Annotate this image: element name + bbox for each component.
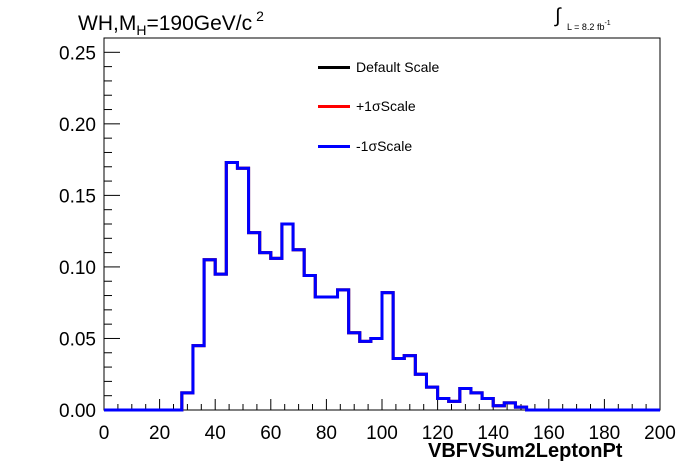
x-tick-label: 60 <box>260 423 281 444</box>
luminosity-text: L = 8.2 fb <box>567 22 605 32</box>
legend-label-plus1sigma: +1σScale <box>356 98 416 114</box>
x-tick-label: 140 <box>477 423 509 444</box>
series-line-0 <box>104 160 660 412</box>
series-line-1 <box>104 160 660 412</box>
chart-title: WH,MH=190GeV/c 2 <box>78 8 264 38</box>
plot-frame <box>103 37 661 411</box>
x-tick-label: 80 <box>316 423 337 444</box>
series-line-2 <box>104 160 660 412</box>
title-subscript: H <box>136 22 147 38</box>
x-tick-label: 100 <box>366 423 398 444</box>
title-suffix: =190GeV/c <box>146 12 253 35</box>
x-tick-label: 200 <box>644 423 676 444</box>
y-tick-label: 0.25 <box>59 43 96 64</box>
legend-item-default: Default Scale <box>318 57 439 77</box>
y-axis: 0.00 0.05 0.10 0.15 0.20 0.25 <box>59 37 120 422</box>
y-tick-label: 0.15 <box>59 186 96 207</box>
x-tick-label: 0 <box>99 423 110 444</box>
x-tick-label: 20 <box>149 423 170 444</box>
y-tick-label: 0.00 <box>59 401 96 422</box>
x-axis: 0 20 40 60 80 100 120 140 160 180 200 <box>99 399 676 444</box>
y-tick-label: 0.05 <box>59 329 96 350</box>
luminosity-superscript: -1 <box>604 20 611 27</box>
series-layer <box>104 160 660 412</box>
legend-item-minus1sigma: -1σScale <box>318 136 412 156</box>
legend-label-default: Default Scale <box>356 59 440 75</box>
legend-swatch-plus1sigma <box>318 104 350 108</box>
legend-item-plus1sigma: +1σScale <box>318 96 416 116</box>
x-tick-label: 120 <box>422 423 454 444</box>
title-prefix: WH,M <box>78 12 137 35</box>
y-tick-label: 0.10 <box>59 258 96 279</box>
x-tick-label: 40 <box>205 423 226 444</box>
legend-swatch-default <box>318 65 350 69</box>
x-tick-label: 160 <box>533 423 565 444</box>
integral-icon: ∫ <box>555 5 561 27</box>
y-tick-label: 0.20 <box>59 115 96 136</box>
x-tick-label: 180 <box>589 423 621 444</box>
legend-swatch-minus1sigma <box>318 144 350 148</box>
legend-label-minus1sigma: -1σScale <box>356 138 413 154</box>
x-axis-label: VBFVSum2LeptonPt <box>428 440 623 462</box>
title-superscript: 2 <box>256 8 264 24</box>
